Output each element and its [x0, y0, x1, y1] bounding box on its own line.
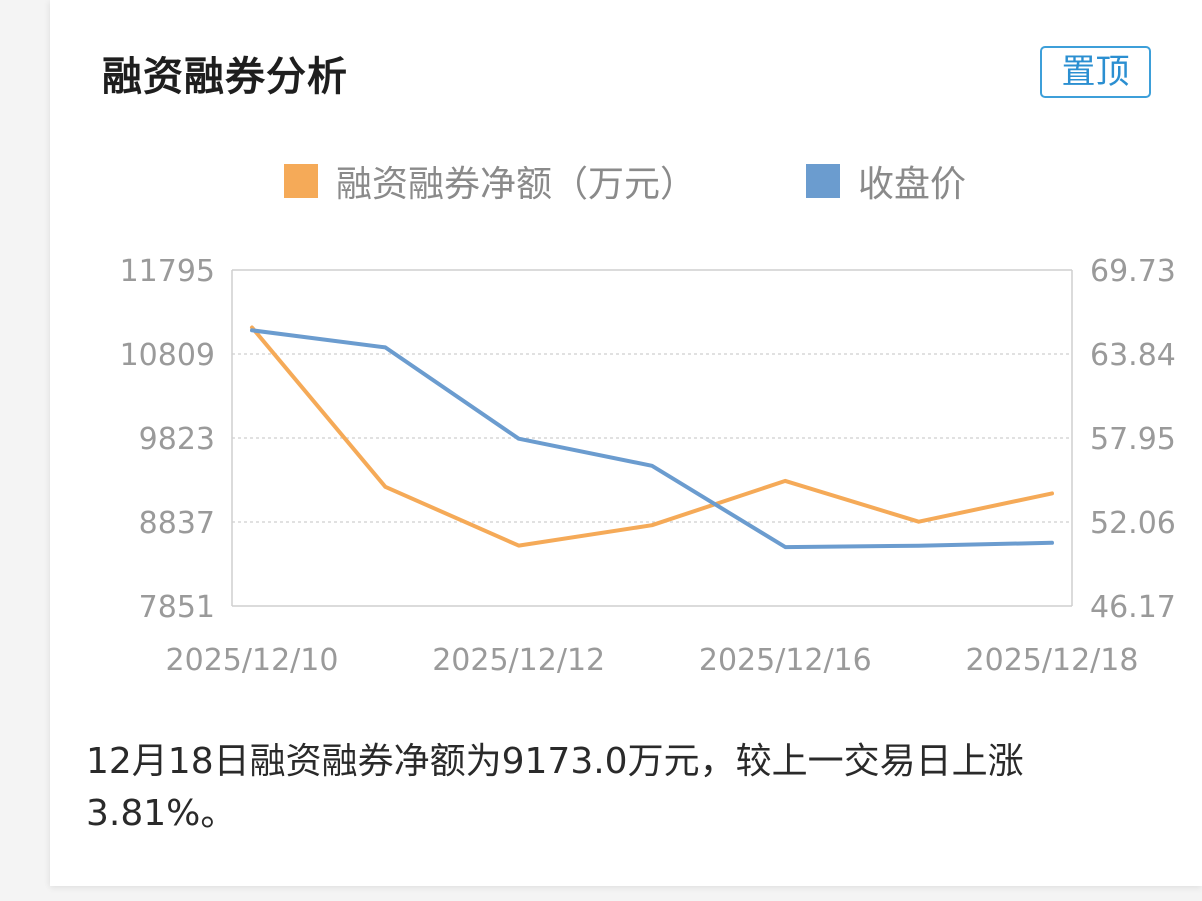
- series-line-net-amount: [250, 325, 1054, 548]
- x-tick-label: 2025/12/18: [966, 643, 1139, 678]
- y-right-tick-label: 63.84: [1090, 338, 1176, 373]
- pin-button[interactable]: 置顶: [1040, 46, 1151, 98]
- y-left-tick-label: 10809: [120, 338, 215, 373]
- legend-label-net-amount: 融资融券净额（万元）: [336, 164, 697, 205]
- y-right-tick-label: 52.06: [1090, 506, 1176, 541]
- legend-swatch-close-price: [806, 164, 840, 198]
- x-tick-label: 2025/12/16: [699, 643, 872, 678]
- y-left-tick-label: 7851: [139, 590, 215, 625]
- legend-item-close-price[interactable]: 收盘价: [806, 158, 967, 205]
- y-left-tick-label: 8837: [139, 506, 215, 541]
- y-right-tick-label: 57.95: [1090, 422, 1176, 457]
- series-line-close-price: [250, 328, 1054, 550]
- y-left-tick-label: 11795: [120, 254, 215, 289]
- y-left-tick-label: 9823: [139, 422, 215, 457]
- legend-swatch-net-amount: [284, 164, 318, 198]
- legend-label-close-price: 收盘价: [858, 164, 967, 205]
- analysis-card: 融资融券分析 置顶 融资融券净额（万元） 收盘价 12月18日融资融券净额为91…: [50, 0, 1202, 886]
- chart-legend: 融资融券净额（万元） 收盘价: [50, 158, 1202, 205]
- y-right-tick-label: 69.73: [1090, 254, 1176, 289]
- page-title: 融资融券分析: [102, 54, 348, 100]
- y-right-tick-label: 46.17: [1090, 590, 1176, 625]
- summary-text: 12月18日融资融券净额为9173.0万元，较上一交易日上涨3.81%。: [86, 741, 1024, 834]
- legend-item-net-amount[interactable]: 融资融券净额（万元）: [284, 158, 697, 205]
- x-tick-label: 2025/12/12: [432, 643, 605, 678]
- x-tick-label: 2025/12/10: [166, 643, 339, 678]
